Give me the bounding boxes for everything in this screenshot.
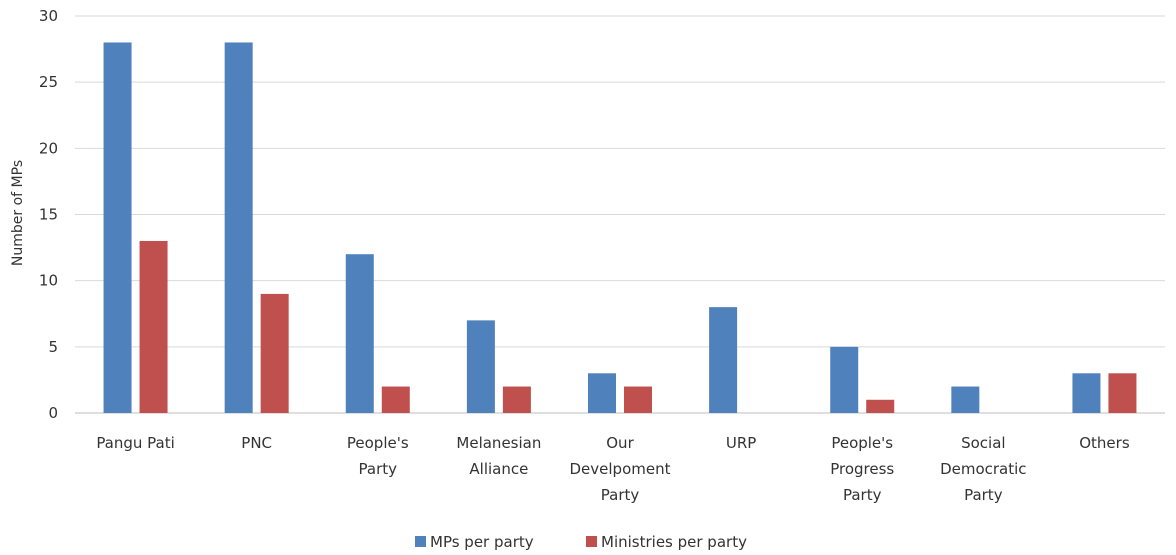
- category-labels: Pangu Pati PNC People's Party Melanesian Alli…: [96, 434, 1130, 504]
- legend: MPs per party Ministries per party: [415, 533, 747, 551]
- x-category-label: Others: [1079, 434, 1130, 452]
- bar-ministries: [139, 240, 168, 413]
- bar-ministries: [1108, 373, 1137, 413]
- x-category-label: People's Party: [347, 434, 409, 478]
- bar-mps: [1072, 373, 1101, 413]
- bar-ministries: [866, 399, 895, 413]
- x-category-label: Pangu Pati: [96, 434, 174, 452]
- bar-mps: [103, 42, 132, 413]
- y-tick-label: 30: [39, 7, 58, 25]
- x-category-label: Our Develpoment Party: [570, 434, 671, 504]
- bar-mps: [224, 42, 253, 413]
- y-tick-label: 20: [39, 139, 58, 157]
- bar-mps: [466, 320, 495, 413]
- legend-swatch: [415, 536, 426, 547]
- x-category-label: Melanesian Alliance: [456, 434, 541, 478]
- y-tick-label: 0: [48, 404, 58, 422]
- x-category-label: URP: [726, 434, 756, 452]
- legend-label: Ministries per party: [601, 533, 747, 551]
- bar-mps: [830, 346, 859, 413]
- bar-mps: [709, 307, 738, 413]
- y-axis-title: Number of MPs: [10, 160, 26, 266]
- x-category-label: PNC: [241, 434, 272, 452]
- y-tick-label: 10: [39, 272, 58, 290]
- legend-swatch: [586, 536, 597, 547]
- y-tick-label: 5: [48, 338, 58, 356]
- legend-label: MPs per party: [430, 533, 534, 551]
- bar-ministries: [260, 293, 289, 413]
- y-tick-label: 15: [39, 206, 58, 224]
- bar-mps: [345, 254, 374, 413]
- bar-ministries: [624, 386, 652, 413]
- bar-mps: [951, 386, 980, 413]
- bars: [103, 42, 1137, 413]
- bar-ministries: [381, 386, 410, 413]
- y-axis-ticks: 0 5 10 15 20 25 30: [39, 7, 58, 422]
- bar-ministries: [502, 386, 531, 413]
- x-category-label: Social Democratic Party: [940, 434, 1026, 504]
- x-category-label: People's Progress Party: [830, 434, 894, 504]
- bar-mps: [588, 373, 616, 413]
- gridlines: [75, 15, 1165, 414]
- y-tick-label: 25: [39, 73, 58, 91]
